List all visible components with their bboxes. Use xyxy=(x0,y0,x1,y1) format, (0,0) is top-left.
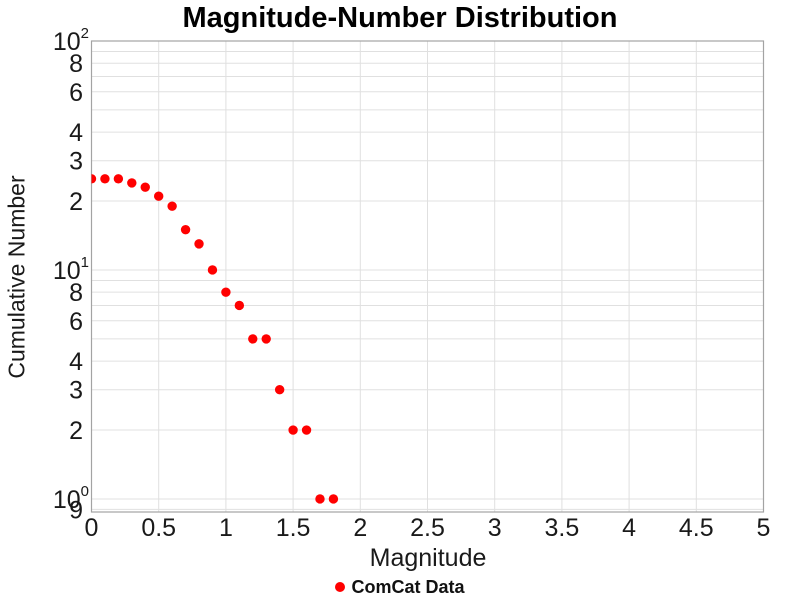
x-tick-label: 2.5 xyxy=(410,514,445,542)
gridlines xyxy=(91,40,764,512)
data-point xyxy=(207,265,218,275)
y-tick-label: 2 xyxy=(69,417,83,445)
data-point xyxy=(301,425,312,435)
x-axis-label: Magnitude xyxy=(369,544,487,572)
y-tick-label: 8 xyxy=(69,279,83,307)
plot-border xyxy=(90,40,765,513)
y-tick-label: 2 xyxy=(69,188,83,216)
x-tick-label: 4 xyxy=(622,514,636,542)
data-point xyxy=(221,287,231,297)
y-tick-label: 6 xyxy=(69,308,83,336)
data-point xyxy=(113,174,124,184)
legend: ComCat Data xyxy=(0,576,800,598)
y-tick-label: 9 xyxy=(69,496,83,524)
y-tick-label: 4 xyxy=(69,119,83,147)
data-point xyxy=(140,182,150,192)
y-tick-label: 6 xyxy=(69,79,83,107)
data-point xyxy=(127,178,137,188)
data-point xyxy=(154,191,164,201)
data-point xyxy=(167,201,177,211)
x-tick-label: 4.5 xyxy=(679,514,714,542)
legend-label: ComCat Data xyxy=(351,576,465,597)
y-tick-label: 100 xyxy=(53,483,89,514)
data-point xyxy=(194,239,204,249)
x-tick-label: 0.5 xyxy=(141,514,176,542)
x-tick-label: 2 xyxy=(353,514,367,542)
y-tick-label: 3 xyxy=(69,148,83,176)
x-tick-label: 3 xyxy=(488,514,502,542)
chart-title: Magnitude-Number Distribution xyxy=(182,2,618,34)
data-point xyxy=(234,300,245,311)
y-tick-label: 102 xyxy=(53,25,89,56)
data-point xyxy=(180,224,191,235)
x-tick-label: 1 xyxy=(219,514,233,542)
data-point xyxy=(261,334,271,344)
data-point xyxy=(288,425,298,435)
data-point xyxy=(274,384,285,395)
y-tick-label: 101 xyxy=(53,254,89,285)
x-tick-label: 5 xyxy=(757,514,771,542)
x-tick-label: 1.5 xyxy=(276,514,311,542)
y-tick-label: 8 xyxy=(69,50,83,78)
data-point xyxy=(315,494,325,504)
legend-marker-icon xyxy=(335,582,346,592)
x-tick-label: 3.5 xyxy=(545,514,580,542)
data-point xyxy=(248,334,258,344)
data-point xyxy=(91,174,97,184)
y-tick-label: 3 xyxy=(69,377,83,405)
data-point xyxy=(328,494,339,504)
data-point xyxy=(100,174,110,184)
y-tick-label: 4 xyxy=(69,348,83,376)
x-tick-label: 0 xyxy=(85,514,99,542)
data-points xyxy=(91,174,339,504)
